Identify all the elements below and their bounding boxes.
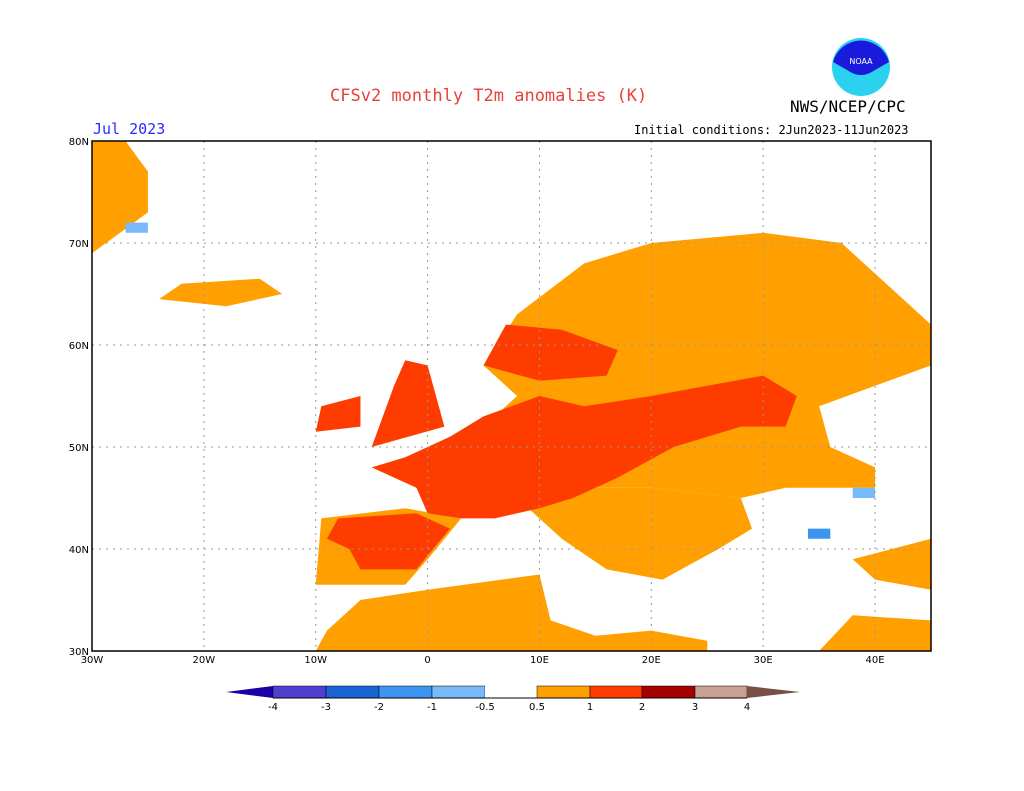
colorbar-label: -0.5 [475,702,495,713]
anomaly-region [92,141,148,254]
lon-tick-label: 10E [530,655,549,666]
colorbar-arrow-low [226,686,273,698]
anomaly-region [125,222,148,233]
colorbar-segment [694,685,748,699]
lat-tick-label: 50N [69,443,89,454]
lat-tick-label: 40N [69,545,89,556]
colorbar-segment [485,686,537,698]
month-label: Jul 2023 [93,120,166,138]
colorbar-segment [272,685,327,699]
colorbar-segment [325,685,380,699]
colorbar-label: -3 [321,702,331,713]
colorbar-segment [641,685,696,699]
colorbar-label: -1 [427,702,437,713]
anomaly-region [852,487,876,498]
anomaly-region [505,487,753,580]
colorbar-label: 3 [692,702,698,713]
colorbar-label: -4 [268,702,278,713]
lon-tick-label: 20E [642,655,661,666]
anomaly-region [315,574,708,651]
map-frame [91,140,932,652]
colorbar-label: 2 [639,702,645,713]
noaa-logo: NOAA [832,38,890,96]
colorbar-segment [589,685,643,699]
anomaly-region [159,278,283,307]
colorbar-label: -2 [374,702,384,713]
colorbar-label: 4 [744,702,750,713]
colorbar-label: 0.5 [529,702,545,713]
colorbar-segment [536,685,591,699]
anomaly-region [326,513,450,570]
lon-tick-label: 10W [304,655,327,666]
lat-tick-label: 70N [69,239,89,250]
anomaly-region [483,324,618,381]
lat-tick-label: 60N [69,341,89,352]
chart-title: CFSv2 monthly T2m anomalies (K) [330,86,648,106]
anomaly-region [852,538,931,590]
initial-conditions-label: Initial conditions: 2Jun2023-11Jun2023 [634,123,909,137]
colorbar-arrow-high [747,686,800,698]
colorbar-segment [378,685,433,699]
colorbar-label: 1 [587,702,593,713]
anomaly-region [371,360,445,447]
lon-tick-label: 20W [193,655,216,666]
anomaly-region [371,375,797,519]
organization-label: NWS/NCEP/CPC [790,97,906,116]
anomaly-region [807,528,831,539]
colorbar-segment [431,685,486,699]
lat-tick-label: 80N [69,137,89,148]
lat-tick-label: 30N [69,647,89,658]
lon-tick-label: 0 [424,655,430,666]
anomaly-region [819,615,931,651]
logo-text: NOAA [849,57,873,66]
lon-tick-label: 30E [754,655,773,666]
anomaly-region [315,396,361,432]
lon-tick-label: 40E [866,655,885,666]
lon-tick-label: 30W [81,655,104,666]
